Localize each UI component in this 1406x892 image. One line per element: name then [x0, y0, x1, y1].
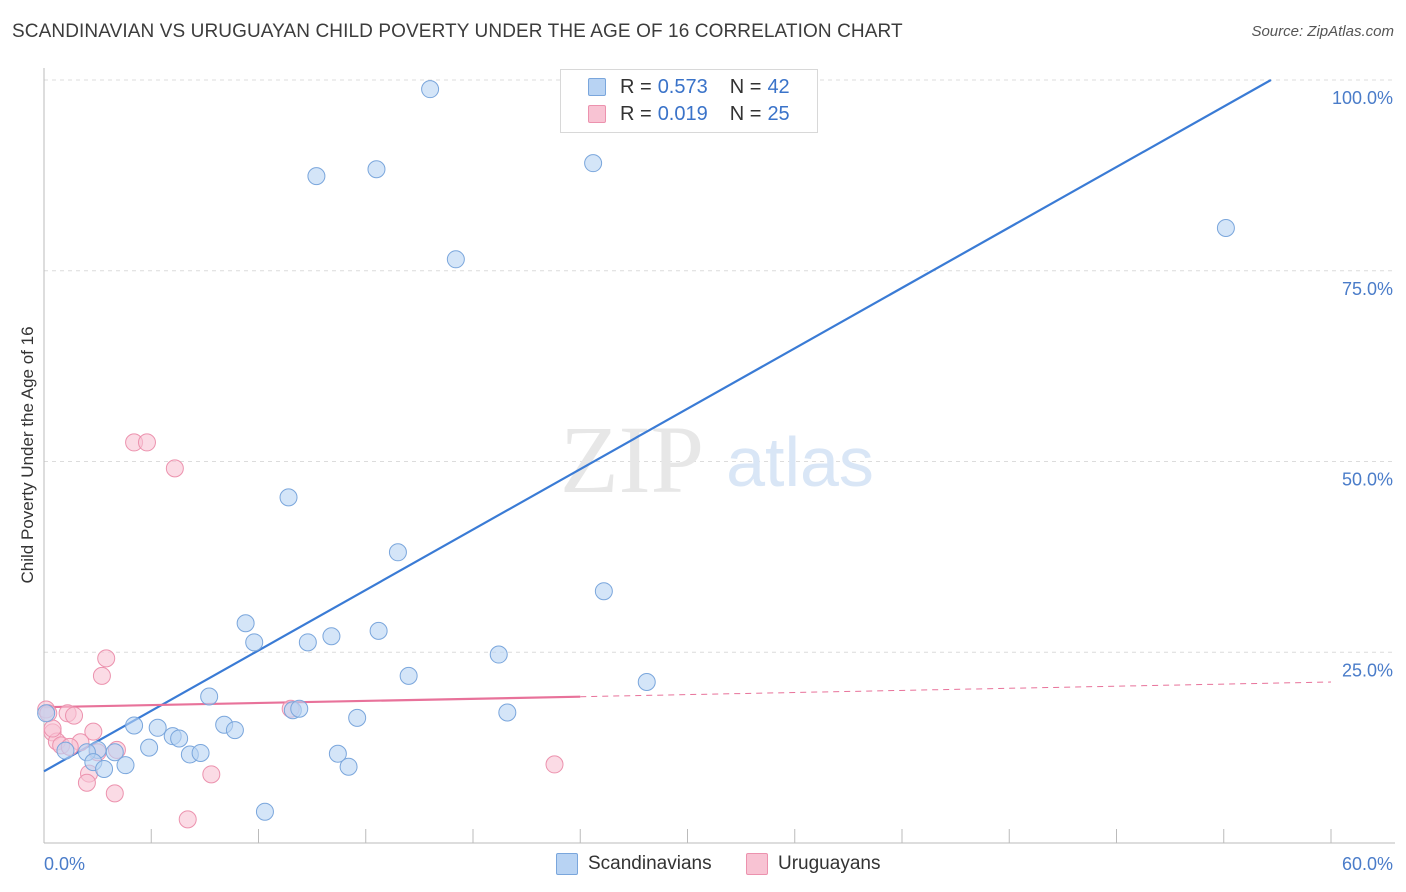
grid-lines — [44, 79, 1395, 653]
point-scandinavians — [236, 614, 255, 633]
point-scandinavians — [348, 708, 367, 727]
point-scandinavians — [125, 716, 144, 735]
point-scandinavians — [399, 666, 418, 685]
bottom-legend-swatch-blue — [556, 853, 578, 875]
point-scandinavians — [105, 743, 124, 762]
point-scandinavians — [369, 621, 388, 640]
trend-line-uruguayans — [43, 695, 581, 709]
legend-n-value: 42 — [767, 75, 790, 98]
legend-row-uruguayans: R = 0.019 N = 25 — [588, 101, 790, 127]
x-tick-label: 0.0% — [44, 854, 85, 874]
point-scandinavians — [245, 633, 264, 652]
chart-title: SCANDINAVIAN VS URUGUAYAN CHILD POVERTY … — [12, 21, 903, 42]
bottom-legend-scandinavians: Scandinavians — [556, 851, 712, 877]
legend-n-label: N = — [729, 75, 762, 98]
watermark-atlas: atlas — [726, 423, 874, 501]
point-scandinavians — [255, 802, 274, 821]
legend-r-value: 0.573 — [657, 75, 708, 98]
point-scandinavians — [279, 488, 298, 507]
point-scandinavians — [498, 703, 517, 722]
point-uruguayans — [137, 433, 156, 452]
data-points — [37, 80, 1235, 829]
legend-row-scandinavians: R = 0.573 N = 42 — [588, 74, 790, 100]
point-scandinavians — [56, 741, 75, 760]
point-scandinavians — [421, 80, 440, 99]
legend-r-label: R = — [620, 75, 652, 98]
point-scandinavians — [116, 756, 135, 775]
legend-r-value: 0.019 — [657, 102, 708, 125]
point-scandinavians — [95, 759, 114, 778]
point-uruguayans — [165, 459, 184, 478]
point-scandinavians — [1216, 219, 1235, 238]
point-scandinavians — [200, 687, 219, 706]
point-scandinavians — [584, 154, 603, 173]
point-uruguayans — [105, 784, 124, 803]
y-tick-label: 50.0% — [1342, 470, 1393, 490]
legend-n-label: N = — [729, 102, 762, 125]
point-scandinavians — [446, 250, 465, 269]
legend-swatch-pink — [588, 105, 606, 123]
y-axis-label: Child Poverty Under the Age of 16 — [18, 326, 37, 583]
watermark: ZIP atlas — [560, 406, 874, 513]
point-scandinavians — [367, 160, 386, 179]
point-scandinavians — [594, 582, 613, 601]
point-scandinavians — [225, 721, 244, 740]
point-uruguayans — [43, 719, 62, 738]
point-uruguayans — [97, 649, 116, 668]
point-scandinavians — [37, 704, 56, 723]
watermark-zip: ZIP — [560, 406, 704, 513]
point-uruguayans — [545, 755, 564, 774]
point-scandinavians — [322, 627, 341, 646]
legend-n-value: 25 — [767, 102, 790, 125]
trend-line-scandinavians — [43, 79, 1272, 773]
point-uruguayans — [65, 706, 84, 725]
bottom-legend-label: Scandinavians — [588, 853, 712, 874]
legend-swatch-blue — [588, 78, 606, 96]
bottom-legend-swatch-pink — [746, 853, 768, 875]
point-uruguayans — [92, 666, 111, 685]
x-tick-label: 60.0% — [1342, 854, 1393, 874]
point-scandinavians — [191, 743, 210, 762]
trend-lines — [43, 79, 1332, 773]
tick-labels: 25.0% 50.0% 75.0% 100.0% 0.0% 60.0% — [44, 88, 1393, 874]
y-tick-label: 100.0% — [1332, 88, 1393, 108]
trend-line-uruguayans-extrapolated — [580, 681, 1332, 698]
legend-r-label: R = — [620, 102, 652, 125]
bottom-legend-label: Uruguayans — [778, 853, 881, 874]
point-scandinavians — [489, 645, 508, 664]
point-scandinavians — [290, 699, 309, 718]
bottom-legend-uruguayans: Uruguayans — [746, 851, 880, 877]
y-tick-label: 25.0% — [1342, 660, 1393, 680]
axes — [43, 68, 1395, 844]
point-scandinavians — [637, 673, 656, 692]
point-scandinavians — [298, 633, 317, 652]
point-scandinavians — [170, 729, 189, 748]
point-uruguayans — [84, 722, 103, 741]
legend: R = 0.573 N = 42 R = 0.019 N = 25 — [560, 69, 818, 133]
y-tick-label: 75.0% — [1342, 279, 1393, 299]
point-uruguayans — [178, 810, 197, 829]
point-scandinavians — [328, 744, 347, 763]
point-scandinavians — [307, 167, 326, 186]
source-label: Source: ZipAtlas.com — [1251, 23, 1394, 40]
point-scandinavians — [140, 738, 159, 757]
point-uruguayans — [202, 765, 221, 784]
point-scandinavians — [148, 718, 167, 737]
point-scandinavians — [388, 543, 407, 562]
point-uruguayans — [77, 773, 96, 792]
point-scandinavians — [339, 757, 358, 776]
